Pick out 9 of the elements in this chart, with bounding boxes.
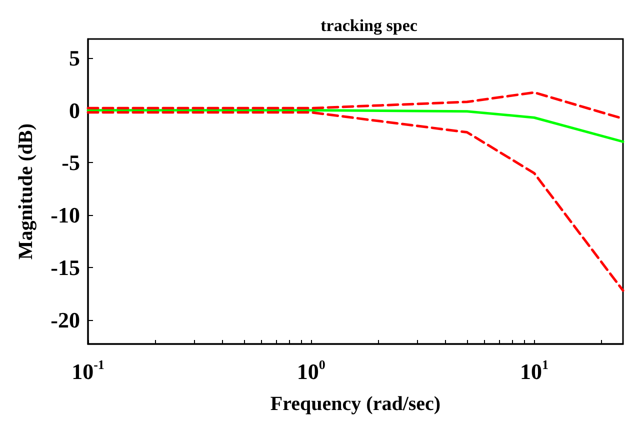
y-tick-label: -10 <box>50 202 80 228</box>
x-axis-title: Frequency (rad/sec) <box>270 393 441 415</box>
y-axis-title: Magnitude (dB) <box>15 123 37 260</box>
y-tick-label: -15 <box>50 254 80 280</box>
y-tick-label: 0 <box>69 98 80 123</box>
y-tick-label: -20 <box>50 307 80 332</box>
y-tick-label: 5 <box>69 45 80 70</box>
y-tick-label: -5 <box>62 150 80 176</box>
chart-title: tracking spec <box>320 16 418 35</box>
